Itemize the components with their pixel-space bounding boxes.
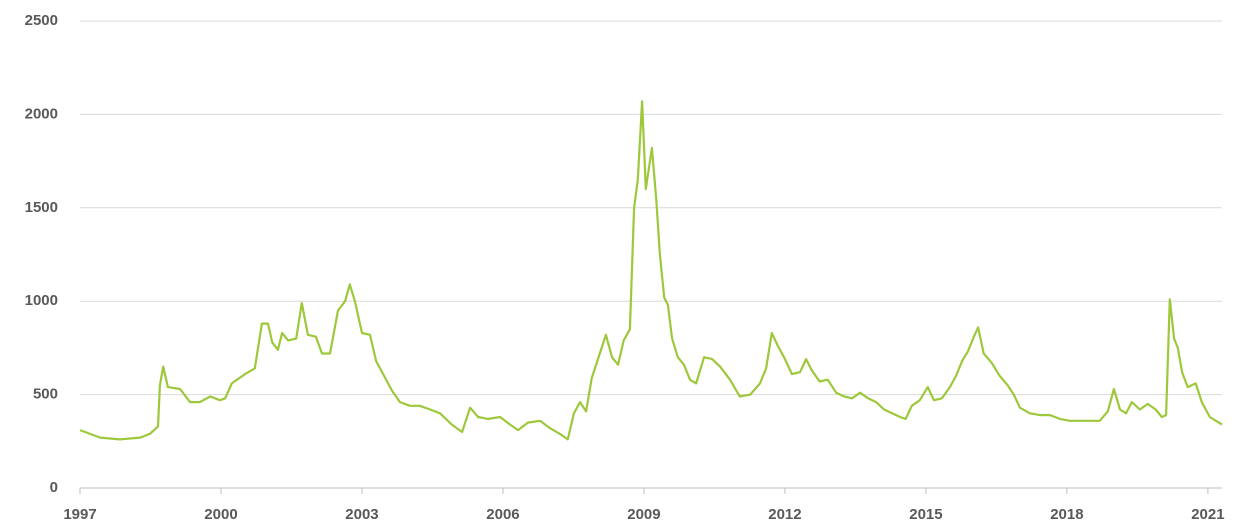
x-tick-label: 2015: [909, 506, 942, 523]
y-tick-label: 2000: [25, 105, 58, 122]
x-tick-label: 2006: [486, 506, 519, 523]
x-tick-label: 2021: [1191, 506, 1224, 523]
y-tick-label: 0: [50, 479, 58, 496]
y-tick-label: 500: [33, 386, 58, 403]
y-tick-label: 1000: [25, 292, 58, 309]
x-tick-label: 2003: [345, 506, 378, 523]
x-tick-label: 1997: [63, 506, 96, 523]
y-tick-label: 2500: [25, 12, 58, 29]
x-tick-label: 2012: [768, 506, 801, 523]
x-tick-label: 2009: [627, 506, 660, 523]
x-tick-label: 2018: [1050, 506, 1083, 523]
y-tick-label: 1500: [25, 199, 58, 216]
line-series: [79, 100, 1223, 441]
x-tick-label: 2000: [204, 506, 237, 523]
